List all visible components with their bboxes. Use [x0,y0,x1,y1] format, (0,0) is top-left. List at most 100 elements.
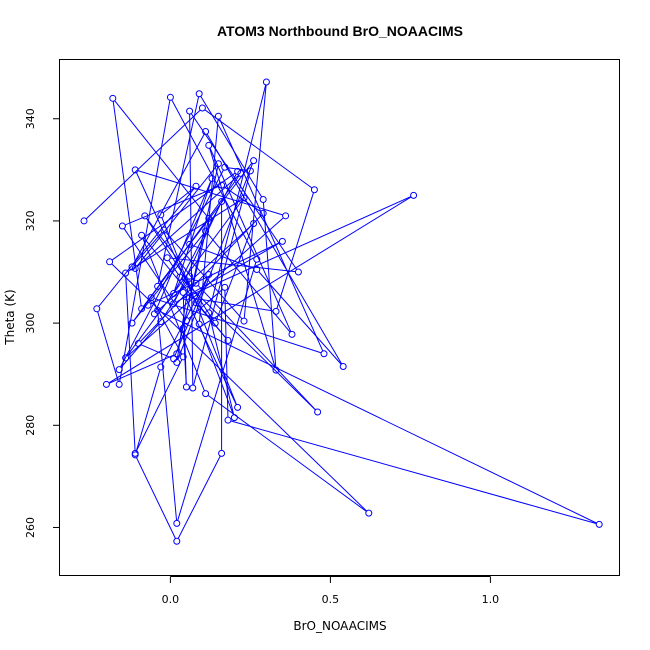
series-line-segment [168,260,179,275]
data-point [282,212,290,220]
series-line-segment [137,175,239,267]
data-point [186,272,194,280]
series-line-segment [209,84,267,310]
data-point [122,269,130,277]
data-point [224,336,232,344]
data-point [253,255,261,263]
data-point [218,198,226,206]
data-point [131,166,139,174]
data-point [221,163,229,171]
data-point [182,317,190,325]
series-line-segment [98,188,195,307]
series-line-segment [135,369,161,452]
data-point [93,305,101,313]
x-axis-label: BrO_NOAACIMS [293,619,386,633]
series-line-segment [157,96,200,284]
data-point [170,300,178,308]
data-point [106,258,114,266]
data-point [288,330,296,338]
data-point [192,182,200,190]
data-point [240,317,248,325]
data-point [166,93,174,101]
data-point [202,227,210,235]
y-tick-label: 260 [24,517,37,538]
data-point [294,268,302,276]
data-point [138,231,146,239]
data-point [272,307,280,315]
series-line-segment [223,186,261,212]
data-point [157,363,165,371]
series-line-segment [230,420,597,525]
data-point [128,263,136,271]
series-line-segment [156,225,252,313]
series-line-segment [150,242,280,305]
series-line-segment [136,359,183,451]
data-point [118,222,126,230]
data-point [214,160,222,168]
data-point [109,94,117,102]
series-line-segment [258,271,342,365]
data-point [186,107,194,115]
series-line-segment [146,218,214,321]
data-point [198,104,206,112]
series-line-segment [85,109,201,220]
data-point [202,128,210,136]
data-point [160,226,168,234]
series-line-segment [174,181,212,291]
data-point [310,186,318,194]
data-point [141,212,149,220]
data-point [339,363,347,371]
data-point [195,90,203,98]
data-point [115,380,123,388]
series-line-segment [119,100,171,382]
data-point [173,358,181,366]
data-point [170,355,178,363]
series-line-segment [152,300,183,355]
series-line-segment [209,148,276,368]
data-point [154,282,162,290]
x-tick-label: 1.0 [482,593,500,606]
series-line-segment [189,196,411,297]
series-line-segment [224,290,229,417]
data-point [154,306,162,314]
data-point [195,320,203,328]
series-line-segment [227,167,248,171]
data-point [205,214,213,222]
data-point [147,294,155,302]
series-line-segment [160,311,597,524]
series-line-segment [133,134,205,265]
data-point [208,175,216,183]
data-point [250,157,258,165]
data-point [221,283,229,291]
series-line-segment [182,295,187,384]
data-point [179,353,187,361]
series-line-segment [133,232,163,265]
data-point [237,169,245,177]
series-line-segment [219,118,324,352]
series-line-segment [177,262,257,521]
data-point [170,289,178,297]
series-line-segment [142,238,205,391]
series-line-segment [197,285,316,411]
data-point [102,380,110,388]
data-point [320,350,328,358]
data-point [131,451,139,459]
data-point [115,366,123,374]
data-point [179,288,187,296]
y-axis: 260 280 300 320 340 [24,108,60,538]
series-line-segment [174,277,209,357]
series-line-segment [200,96,262,197]
series-line-segment [204,109,313,189]
data-point [246,167,254,175]
data-point [173,519,181,527]
series-line-segment [177,163,253,360]
data-point [157,211,165,219]
series-line-segment [157,313,178,521]
data-point [595,520,603,528]
data-point [182,293,190,301]
data-point [205,141,213,149]
series-line-segment [174,204,221,302]
data-point [230,414,238,422]
data-point [192,279,200,287]
data-point [218,181,226,189]
